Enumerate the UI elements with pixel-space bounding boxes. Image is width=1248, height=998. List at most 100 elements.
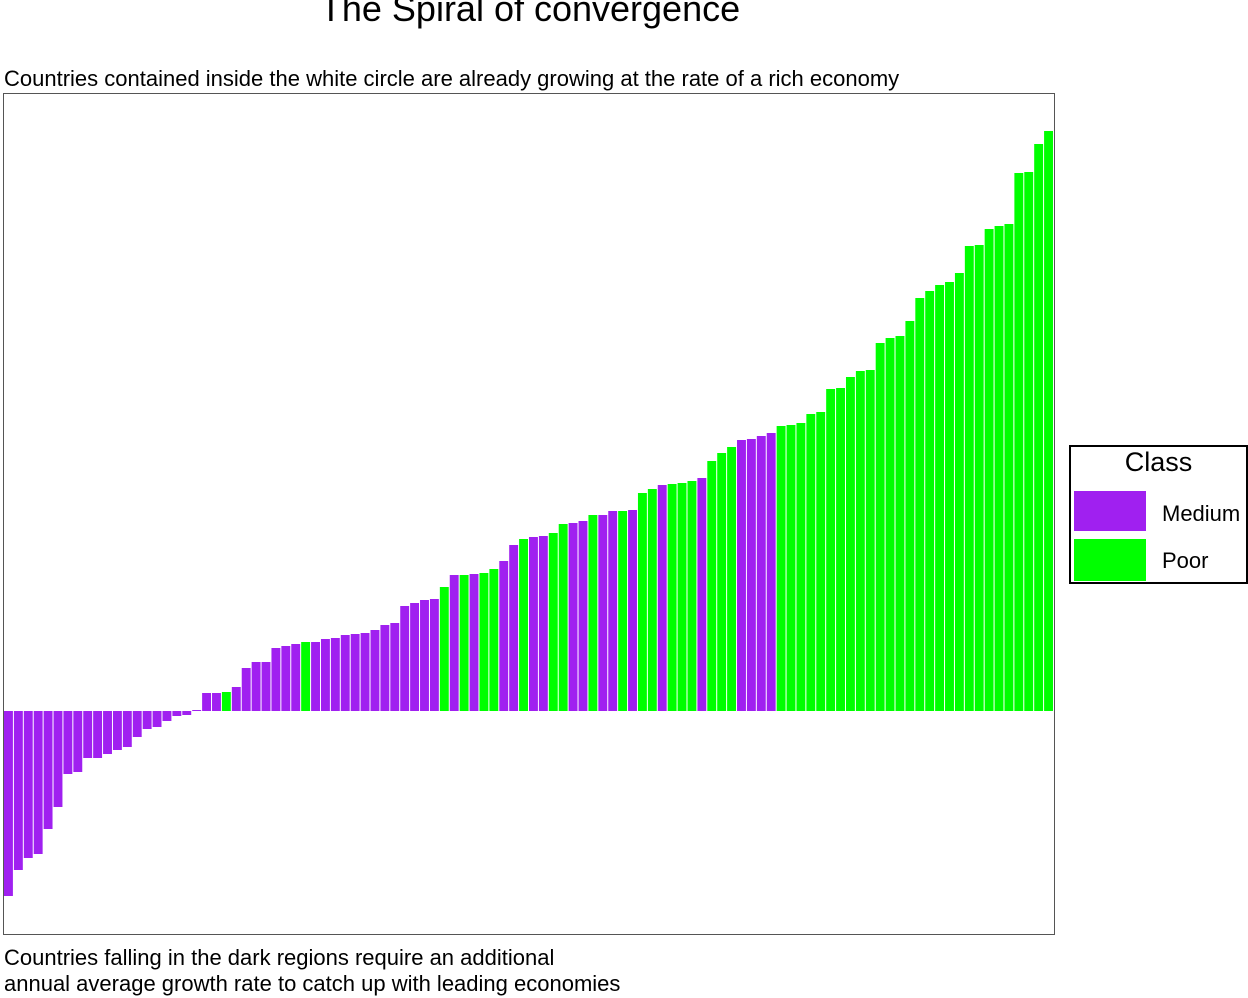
bar-106 (1044, 131, 1053, 711)
bar-39 (380, 625, 390, 711)
bar-9 (83, 711, 93, 758)
bar-56 (548, 533, 558, 711)
bar-15 (142, 711, 152, 729)
bar-8 (73, 711, 83, 772)
bars-group (4, 131, 1053, 896)
bar-91 (895, 336, 905, 711)
bar-32 (311, 642, 320, 711)
bar-104 (1024, 172, 1034, 711)
bar-90 (885, 338, 895, 711)
bar-21 (202, 693, 212, 711)
caption-line-1: Countries falling in the dark regions re… (4, 945, 555, 970)
bar-49 (479, 573, 489, 711)
bar-20 (192, 710, 202, 711)
chart-caption: Countries falling in the dark regions re… (4, 945, 620, 997)
bar-40 (390, 623, 400, 711)
bar-55 (538, 536, 548, 711)
bar-58 (568, 523, 578, 711)
bar-chart (3, 93, 1055, 935)
bar-65 (637, 493, 647, 711)
bar-41 (400, 606, 410, 711)
bar-87 (855, 371, 865, 711)
bar-105 (1034, 144, 1044, 711)
bar-92 (905, 321, 915, 711)
bar-4 (33, 711, 43, 854)
bar-51 (499, 561, 509, 711)
bar-50 (489, 569, 499, 711)
bar-14 (132, 711, 142, 737)
bar-66 (647, 489, 657, 711)
bar-25 (241, 668, 251, 711)
bar-103 (1014, 173, 1024, 711)
bar-67 (657, 485, 667, 711)
bar-17 (162, 711, 172, 721)
legend: Class Medium Poor (1069, 445, 1248, 584)
bar-30 (291, 644, 301, 711)
bar-63 (618, 511, 628, 711)
bar-98 (964, 246, 974, 711)
bar-1 (4, 711, 13, 896)
bar-84 (826, 389, 836, 711)
bar-38 (370, 630, 380, 711)
bar-28 (271, 648, 281, 711)
bar-59 (578, 521, 588, 711)
bar-97 (954, 273, 964, 711)
bar-52 (509, 545, 519, 711)
bar-45 (439, 587, 449, 711)
legend-title: Class (1124, 447, 1193, 477)
bar-44 (429, 599, 439, 711)
bar-85 (836, 388, 845, 711)
bar-82 (806, 414, 816, 711)
bar-10 (93, 711, 103, 758)
bar-93 (915, 298, 925, 711)
bar-96 (945, 282, 954, 711)
bar-26 (251, 662, 261, 711)
bar-19 (182, 711, 192, 715)
bar-102 (1004, 224, 1014, 711)
bar-75 (737, 440, 746, 711)
bar-79 (776, 426, 786, 711)
bar-71 (697, 478, 707, 711)
bar-94 (925, 291, 935, 711)
bar-62 (608, 511, 618, 711)
bar-101 (994, 226, 1004, 711)
bar-29 (281, 646, 291, 711)
bar-60 (588, 515, 598, 711)
bar-64 (628, 510, 637, 711)
bar-34 (330, 638, 340, 711)
bar-80 (786, 425, 796, 711)
bar-53 (519, 539, 528, 711)
bar-54 (529, 537, 538, 711)
caption-line-2: annual average growth rate to catch up w… (4, 971, 621, 996)
bar-2 (13, 711, 23, 870)
bar-6 (53, 711, 63, 807)
legend-key-medium (1074, 491, 1146, 531)
bar-7 (63, 711, 73, 774)
legend-key-poor (1074, 539, 1146, 581)
bar-37 (360, 633, 370, 711)
bar-76 (746, 439, 756, 711)
bar-24 (231, 687, 241, 711)
bar-43 (420, 600, 429, 711)
bar-22 (212, 693, 221, 711)
bar-12 (112, 711, 122, 750)
bar-47 (459, 575, 469, 711)
bar-36 (350, 634, 360, 711)
bar-83 (816, 412, 826, 711)
bar-61 (598, 515, 608, 711)
bar-73 (717, 453, 727, 711)
bar-31 (301, 642, 311, 711)
bar-86 (845, 377, 855, 711)
bar-42 (410, 603, 420, 711)
bar-72 (707, 461, 717, 711)
bar-77 (756, 436, 766, 711)
bar-11 (103, 711, 112, 754)
bar-57 (558, 524, 568, 711)
bar-70 (687, 481, 697, 711)
bar-46 (449, 575, 459, 711)
bar-89 (875, 343, 885, 711)
bar-16 (152, 711, 162, 727)
legend-label-medium: Medium (1162, 501, 1241, 526)
bar-99 (974, 245, 984, 711)
bar-81 (796, 423, 806, 711)
